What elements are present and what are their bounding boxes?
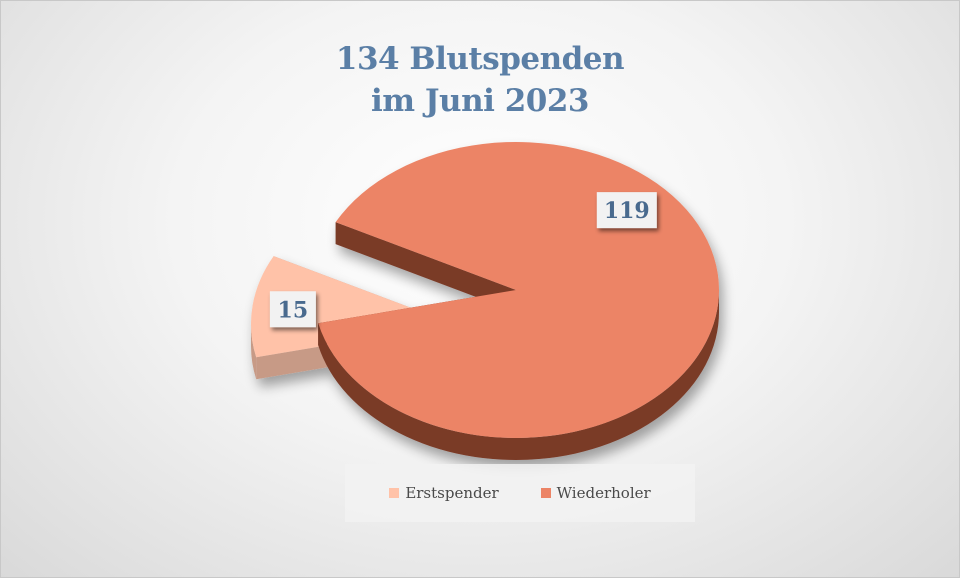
chart-title-line-1: 134 Blutspenden bbox=[335, 41, 625, 77]
legend-swatch-erstspender bbox=[389, 488, 400, 498]
chart-title: 134 Blutspenden im Juni 2023 bbox=[0, 38, 960, 122]
data-label-box-erstspender bbox=[269, 291, 316, 328]
data-label-box-wiederholer bbox=[596, 192, 657, 229]
chart-title-line-2: im Juni 2023 bbox=[371, 83, 589, 119]
legend: Erstspender Wiederholer bbox=[345, 464, 695, 522]
pie-slice-side-erstspender bbox=[251, 324, 257, 380]
legend-label-wiederholer: Wiederholer bbox=[556, 484, 651, 502]
legend-item-wiederholer: Wiederholer bbox=[540, 484, 651, 502]
pie-slice-side-wiederholer bbox=[335, 222, 516, 312]
data-label-erstspender: 15 bbox=[269, 291, 316, 328]
data-label-wiederholer: 119 bbox=[596, 192, 657, 229]
data-label-text-wiederholer: 119 bbox=[604, 198, 650, 224]
data-label-text-erstspender: 15 bbox=[278, 297, 309, 323]
pie-slice-top-wiederholer bbox=[318, 141, 720, 438]
legend-label-erstspender: Erstspender bbox=[405, 484, 499, 502]
legend-swatch-wiederholer bbox=[540, 488, 551, 498]
legend-item-erstspender: Erstspender bbox=[389, 484, 499, 502]
